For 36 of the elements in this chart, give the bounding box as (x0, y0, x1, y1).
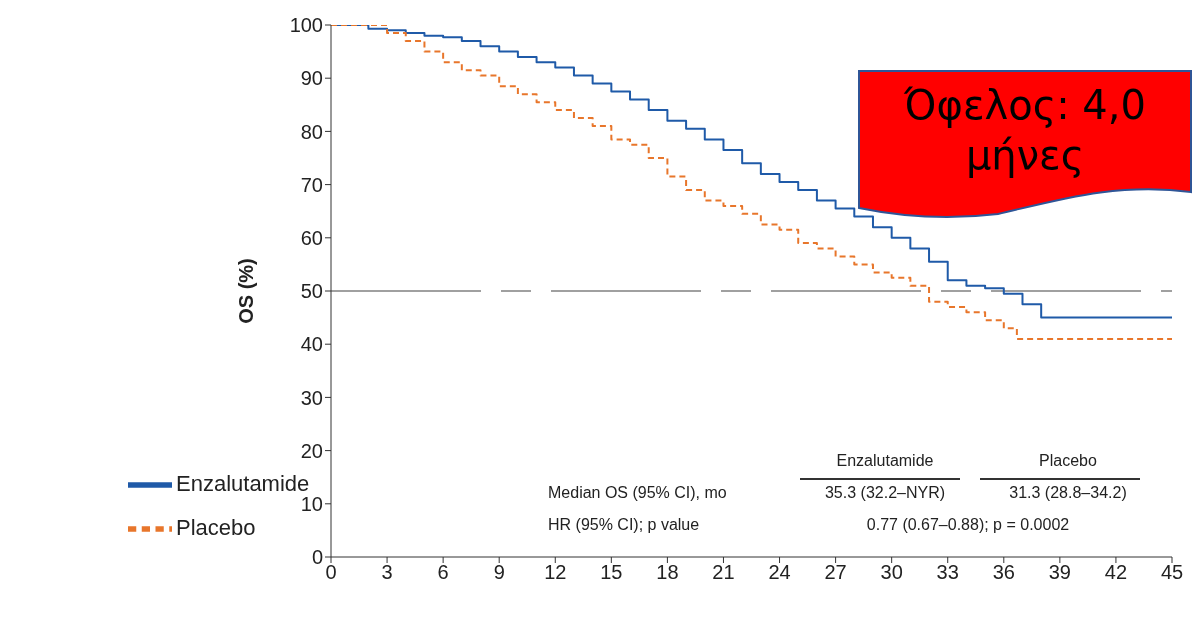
y-tick-label: 40 (300, 333, 323, 356)
y-tick-label: 70 (300, 173, 323, 196)
x-tick-label: 21 (712, 561, 735, 584)
annotation: 35.3 (32.2–NYR) (823, 484, 947, 502)
annotation: 0.77 (0.67–0.88); p = 0.0002 (865, 516, 1071, 534)
x-tick-label: 36 (992, 561, 1015, 584)
annotation: 31.3 (28.8–34.2) (1008, 484, 1128, 502)
y-tick-label: 60 (300, 226, 323, 249)
y-tick-label: 100 (289, 14, 323, 37)
annotation: Enzalutamide (835, 452, 935, 470)
y-tick-label: 0 (311, 546, 323, 569)
y-tick-label: 80 (300, 120, 323, 143)
x-tick-label: 30 (880, 561, 903, 584)
y-tick-label: 90 (300, 67, 323, 90)
x-tick-label: 6 (437, 561, 449, 584)
y-tick-label: 20 (300, 439, 323, 462)
x-tick-label: 27 (824, 561, 847, 584)
annotation: Όφελος: 4,0 μήνες (903, 81, 1147, 180)
x-tick-label: 3 (381, 561, 393, 584)
x-tick-label: 24 (768, 561, 791, 584)
annotation: Placebo (1038, 452, 1098, 470)
annotation: Median OS (95% CI), mo (548, 484, 728, 502)
x-tick-label: 42 (1104, 561, 1128, 584)
x-tick-label: 39 (1048, 561, 1071, 584)
x-tick-label: 12 (544, 561, 567, 584)
x-tick-label: 0 (325, 561, 337, 584)
x-tick-label: 45 (1160, 561, 1184, 584)
annotation: HR (95% CI); p value (548, 516, 701, 534)
y-tick-label: 30 (300, 386, 323, 409)
legend-label: Placebo (176, 514, 256, 540)
x-tick-label: 9 (493, 561, 505, 584)
x-tick-label: 18 (656, 561, 679, 584)
y-tick-label: 50 (300, 280, 323, 303)
y-axis-title: OS (%) (235, 258, 258, 324)
x-tick-label: 33 (936, 561, 959, 584)
x-tick-label: 15 (600, 561, 623, 584)
